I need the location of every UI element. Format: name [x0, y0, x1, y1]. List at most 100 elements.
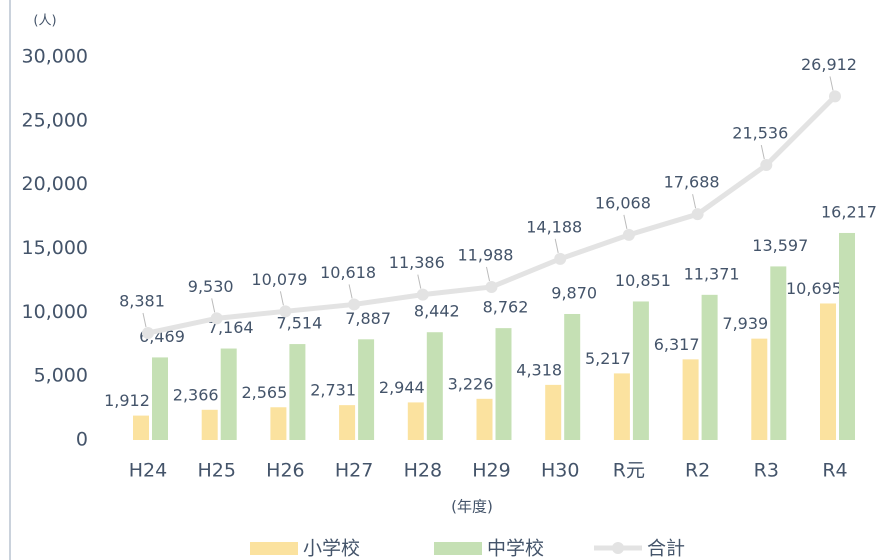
data-label: 6,317	[654, 335, 700, 354]
data-label: 11,988	[458, 245, 514, 264]
leader-line	[348, 284, 353, 299]
data-label: 4,318	[516, 360, 562, 379]
legend-swatch	[612, 542, 624, 554]
line-marker	[760, 159, 773, 172]
data-label: 2,944	[379, 378, 425, 397]
data-label: 10,079	[251, 270, 307, 289]
leader-line	[692, 194, 697, 209]
x-tick-label: H26	[266, 460, 304, 482]
y-tick-label: 25,000	[22, 109, 88, 131]
data-label: 2,565	[241, 383, 287, 402]
data-label: 21,536	[732, 124, 788, 143]
bar	[545, 384, 562, 440]
legend-swatch	[434, 542, 482, 555]
bar	[152, 357, 168, 440]
y-tick-label: 5,000	[34, 365, 88, 387]
line-marker	[554, 252, 567, 265]
y-tick-label: 15,000	[22, 237, 88, 259]
bar	[476, 398, 493, 440]
data-label: 16,217	[821, 202, 877, 221]
data-label: 13,597	[752, 236, 808, 255]
legend-swatch	[250, 542, 298, 555]
bar	[407, 402, 424, 440]
x-tick-label: H24	[129, 460, 167, 482]
leader-line	[211, 298, 216, 313]
bar	[201, 409, 218, 440]
data-label: 7,887	[345, 309, 391, 328]
y-tick-label: 10,000	[22, 301, 88, 323]
data-label: 1,912	[104, 391, 150, 410]
bar	[701, 294, 718, 440]
x-axis-label: (年度)	[451, 498, 493, 516]
x-tick-label: R4	[822, 460, 847, 482]
bar	[426, 332, 443, 440]
line-marker	[485, 280, 498, 293]
bar	[613, 373, 630, 440]
line-marker	[142, 327, 154, 340]
legend-label: 中学校	[487, 538, 544, 560]
line-marker	[622, 228, 635, 241]
data-label: 2,731	[310, 381, 356, 400]
line-marker	[416, 288, 429, 301]
line-marker	[210, 312, 223, 325]
leader-line	[760, 144, 765, 160]
x-tick-label: R3	[754, 460, 779, 482]
line-marker	[348, 298, 361, 311]
data-label: 3,226	[448, 374, 494, 393]
line-marker	[279, 305, 292, 318]
data-label: 11,371	[684, 264, 740, 283]
bar	[751, 338, 768, 440]
y-tick-label: 20,000	[22, 173, 88, 195]
data-label: 8,381	[119, 292, 165, 311]
leader-line	[623, 214, 628, 229]
data-label: 16,068	[595, 193, 651, 212]
data-label: 8,762	[483, 298, 529, 317]
bar	[495, 328, 512, 440]
leader-line	[554, 238, 559, 253]
leader-line	[829, 76, 834, 91]
x-tick-label: H28	[404, 460, 442, 482]
data-label: 10,851	[615, 271, 671, 290]
bar	[358, 339, 375, 440]
leader-line	[279, 291, 284, 306]
x-tick-label: H27	[335, 460, 373, 482]
data-label: 14,188	[526, 217, 582, 236]
legend-label: 合計	[647, 538, 685, 560]
bar	[820, 303, 836, 440]
data-label: 17,688	[664, 173, 720, 192]
bar	[839, 232, 855, 440]
line-marker	[829, 90, 841, 103]
x-tick-label: R2	[685, 460, 710, 482]
data-label: 2,366	[173, 385, 219, 404]
data-label: 8,442	[414, 302, 460, 321]
bar	[270, 407, 287, 440]
y-unit: (人)	[33, 14, 56, 29]
data-label: 5,217	[585, 349, 631, 368]
bar	[133, 415, 149, 440]
y-tick-label: 0	[76, 429, 88, 451]
bar	[220, 348, 237, 440]
legend-label: 小学校	[303, 538, 360, 560]
bar	[289, 344, 306, 440]
x-tick-label: H25	[197, 460, 235, 482]
data-label: 9,530	[188, 277, 234, 296]
x-tick-label: H29	[472, 460, 510, 482]
data-label: 9,870	[551, 283, 597, 302]
data-label: 10,695	[786, 279, 842, 298]
leader-line	[417, 274, 422, 289]
bar	[682, 359, 699, 440]
data-label: 7,514	[276, 314, 322, 333]
data-label: 7,939	[722, 314, 768, 333]
x-tick-label: H30	[541, 460, 579, 482]
bar	[632, 301, 649, 440]
y-tick-label: 30,000	[22, 46, 88, 68]
line-marker	[691, 208, 704, 221]
leader-line	[142, 312, 147, 328]
x-tick-label: R元	[613, 460, 645, 482]
bar	[770, 266, 787, 440]
bar	[564, 313, 581, 440]
leader-line	[486, 266, 490, 282]
bar	[339, 405, 356, 440]
data-label: 11,386	[389, 253, 445, 272]
